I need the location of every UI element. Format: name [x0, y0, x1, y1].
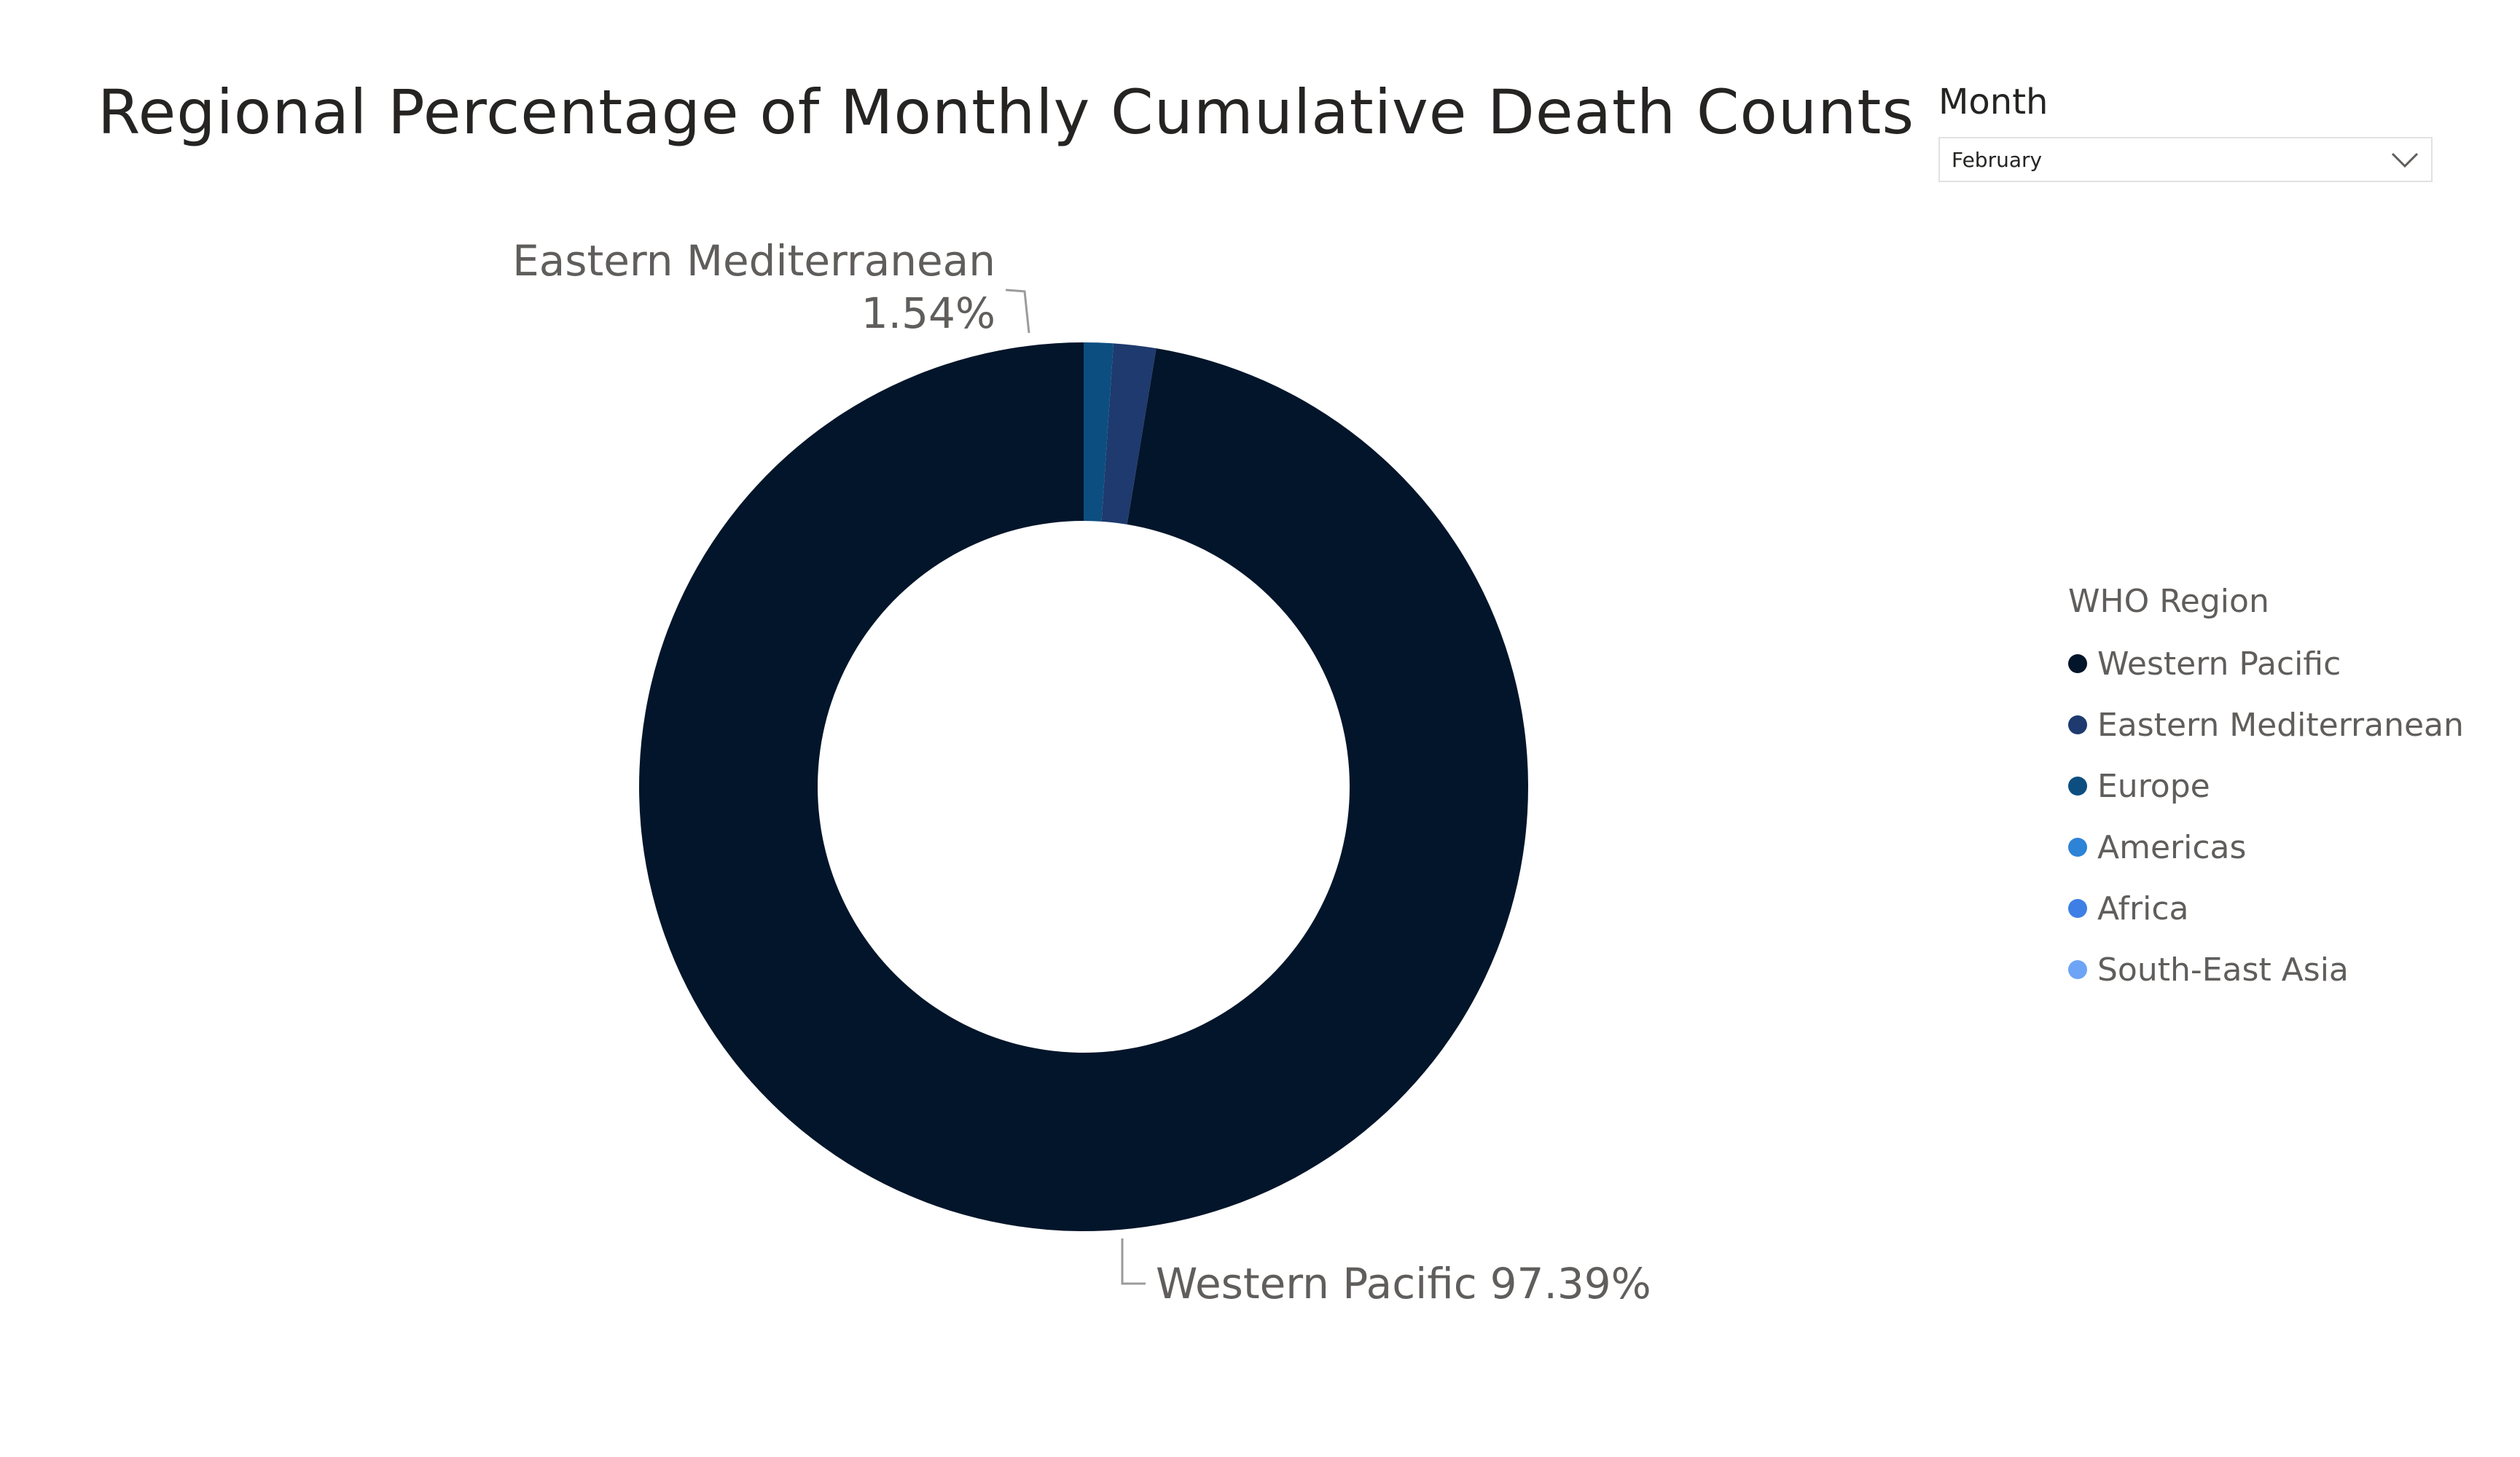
legend-label: Americas [2097, 828, 2247, 866]
data-label-eastern-mediterranean-value: 1.54% [861, 288, 995, 338]
leader-line-eastern-mediterranean [1005, 288, 1030, 334]
legend-item[interactable]: Africa [2068, 878, 2464, 939]
legend-dot [2068, 960, 2087, 979]
legend-label: South-East Asia [2097, 951, 2349, 989]
legend: WHO Region Western Pacific Eastern Medite… [2068, 583, 2464, 1000]
legend-label: Eastern Mediterranean [2097, 706, 2464, 744]
month-dropdown[interactable]: February [1938, 137, 2433, 182]
legend-title: WHO Region [2068, 583, 2269, 620]
chevron-down-icon[interactable] [2390, 150, 2419, 169]
legend-dot [2068, 654, 2087, 673]
legend-dot [2068, 715, 2087, 734]
slicer-header: Month [1938, 82, 2049, 122]
donut-slice-europe[interactable] [1084, 342, 1114, 522]
data-label-western-pacific-name: Western Pacific [1156, 1259, 1477, 1308]
legend-item[interactable]: Europe [2068, 755, 2464, 817]
data-label-western-pacific-value: 97.39% [1490, 1259, 1651, 1308]
data-label-eastern-mediterranean-name: Eastern Mediterranean [512, 236, 995, 286]
donut-slice-western-pacific[interactable] [638, 342, 1528, 1231]
legend-item[interactable]: South-East Asia [2068, 939, 2464, 1000]
legend-label: Africa [2097, 889, 2189, 927]
data-label-western-pacific: Western Pacific 97.39% [1156, 1259, 1651, 1308]
month-dropdown-value: February [1952, 147, 2043, 172]
month-slicer: Month February [1938, 82, 2434, 182]
legend-item[interactable]: Western Pacific [2068, 633, 2464, 694]
legend-dot [2068, 838, 2087, 857]
chart-title: Regional Percentage of Monthly Cumulativ… [98, 76, 1915, 148]
leader-line-western-pacific [1121, 1238, 1146, 1285]
legend-dot [2068, 899, 2087, 918]
legend-item[interactable]: Americas [2068, 817, 2464, 878]
legend-label: Western Pacific [2097, 645, 2341, 683]
legend-dot [2068, 777, 2087, 796]
donut-slice-eastern-mediterranean[interactable] [1101, 343, 1157, 525]
legend-item[interactable]: Eastern Mediterranean [2068, 694, 2464, 755]
legend-label: Europe [2097, 767, 2210, 805]
